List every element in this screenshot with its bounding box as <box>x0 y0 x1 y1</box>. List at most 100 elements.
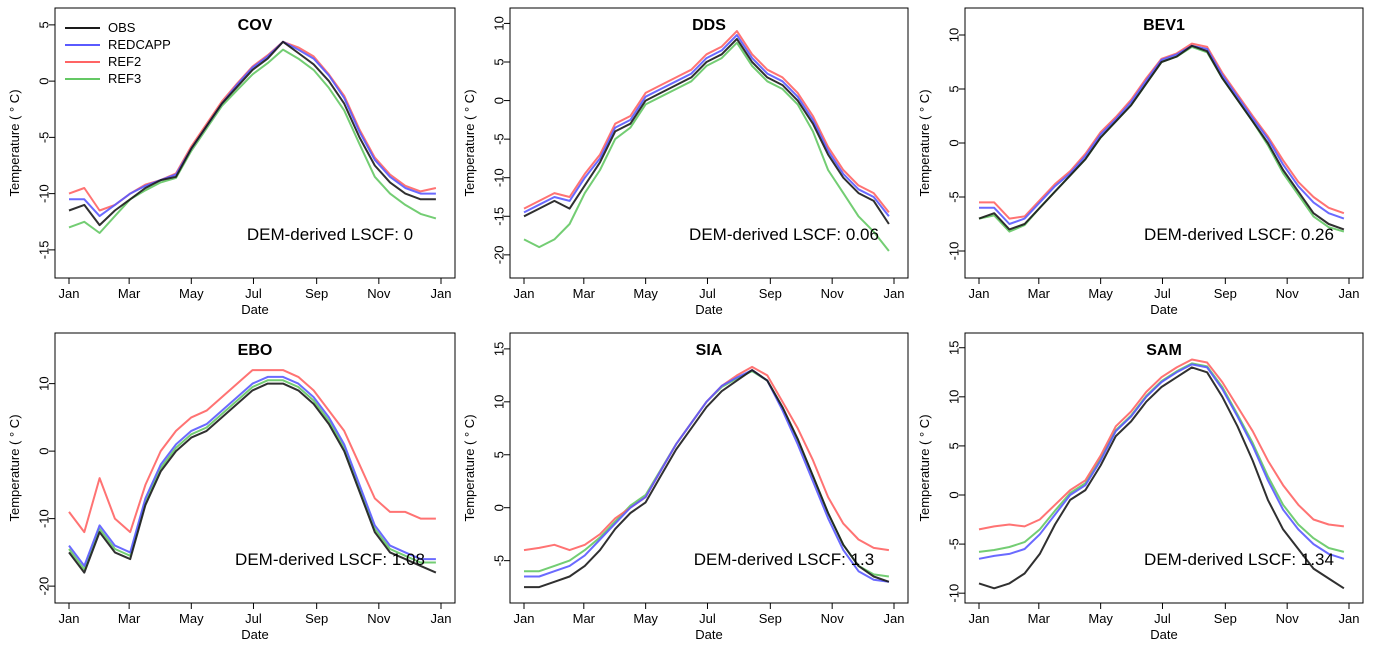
series-line-ref3 <box>978 45 1345 233</box>
chart-title: BEV1 <box>1143 17 1185 34</box>
x-tick-label: May <box>179 286 204 301</box>
legend-label: REF3 <box>108 71 141 86</box>
y-axis-label: Temperature ( ° C) <box>917 89 932 196</box>
plot-frame <box>509 332 909 604</box>
y-tick-label: -5 <box>492 555 507 567</box>
x-tick-label: Sep <box>305 611 328 626</box>
x-tick-label: May <box>1088 286 1113 301</box>
y-tick-label: -5 <box>37 132 52 144</box>
x-tick-label: Sep <box>1214 286 1237 301</box>
series-line-redcapp <box>978 363 1345 560</box>
y-axis-label: Temperature ( ° C) <box>462 414 477 521</box>
y-tick-label: 10 <box>947 390 962 404</box>
y-axis-label: Temperature ( ° C) <box>462 89 477 196</box>
series-line-ref3 <box>978 362 1345 553</box>
y-tick-label: -10 <box>947 584 962 603</box>
y-tick-label: -20 <box>492 245 507 264</box>
x-tick-label: Sep <box>759 611 782 626</box>
x-tick-label: Nov <box>821 611 845 626</box>
x-tick-label: May <box>633 611 658 626</box>
x-tick-label: Sep <box>305 286 328 301</box>
series-line-redcapp <box>979 44 1345 225</box>
x-tick-label: Jul <box>1154 286 1171 301</box>
y-tick-label: -5 <box>947 191 962 203</box>
chart-panel-ebo: EBO Jan Mar May Jul Sep Nov Jan Date -20 -10 0 10 Tem… <box>7 332 456 642</box>
series-line-obs <box>524 369 890 589</box>
series-line-redcapp <box>69 40 436 218</box>
y-tick-label: 0 <box>37 78 52 85</box>
x-axis-label: Date <box>1150 302 1177 317</box>
x-axis-label: Date <box>1150 627 1177 642</box>
x-tick-label: Sep <box>1214 611 1237 626</box>
lscf-annotation: DEM-derived LSCF: 1.08 <box>235 550 425 569</box>
x-tick-label: Nov <box>821 286 845 301</box>
lscf-annotation: DEM-derived LSCF: 1.34 <box>1144 550 1334 569</box>
chart-panel-dds: DDS Jan Mar May Jul Sep Nov Jan Date -20 -15 -10 -5 0… <box>462 7 909 317</box>
x-axis-label: Date <box>241 627 268 642</box>
y-tick-label: 10 <box>947 28 962 42</box>
x-tick-label: Jul <box>1154 611 1171 626</box>
y-tick-label: 10 <box>492 16 507 30</box>
y-tick-label: 5 <box>947 85 962 92</box>
series-line-obs <box>978 44 1345 231</box>
y-tick-label: -15 <box>492 207 507 226</box>
x-tick-label: Mar <box>1028 611 1051 626</box>
y-tick-label: -10 <box>947 242 962 261</box>
chart-title: SIA <box>696 342 723 359</box>
x-tick-label: Jul <box>699 611 716 626</box>
y-tick-label: -5 <box>947 538 962 550</box>
series-line-redcapp <box>68 375 436 567</box>
chart-panel-sia: SIA Jan Mar May Jul Sep Nov Jan Date -5 0 5 10 15 Temp… <box>462 332 909 642</box>
y-tick-label: -10 <box>492 168 507 187</box>
x-tick-label: Mar <box>118 611 141 626</box>
x-tick-label: Nov <box>1276 286 1300 301</box>
legend: OBS REDCAPP REF2 REF3 <box>65 20 171 86</box>
x-axis-label: Date <box>695 302 722 317</box>
x-tick-label: Jan <box>431 611 452 626</box>
y-tick-label: 15 <box>947 340 962 354</box>
x-tick-label: Jan <box>884 611 905 626</box>
legend-label: REDCAPP <box>108 37 171 52</box>
series-line-redcapp <box>523 34 890 217</box>
series-line-ref2 <box>523 365 890 552</box>
y-tick-label: -10 <box>37 184 52 203</box>
x-tick-label: Mar <box>1028 286 1051 301</box>
chart-panel-sam: SAM Jan Mar May Jul Sep Nov Jan Date -10 -5 0 5 10 15 T… <box>917 332 1364 642</box>
lscf-annotation: DEM-derived LSCF: 0 <box>247 225 413 244</box>
lscf-annotation: DEM-derived LSCF: 0.06 <box>689 225 879 244</box>
series-line-ref2 <box>68 369 436 534</box>
y-axis-label: Temperature ( ° C) <box>917 414 932 521</box>
plot-frame <box>54 7 456 279</box>
y-tick-label: 0 <box>947 491 962 498</box>
chart-title: DDS <box>692 17 726 34</box>
y-tick-label: 0 <box>492 504 507 511</box>
y-tick-label: 5 <box>492 451 507 458</box>
series-line-ref2 <box>978 358 1345 531</box>
y-tick-label: 10 <box>492 395 507 409</box>
x-axis-label: Date <box>695 627 722 642</box>
y-tick-label: 15 <box>492 342 507 356</box>
series-line-obs <box>68 40 436 227</box>
series-line-obs <box>978 366 1345 590</box>
x-tick-label: Jan <box>969 611 990 626</box>
y-axis-label: Temperature ( ° C) <box>7 89 22 196</box>
y-tick-label: -5 <box>492 133 507 145</box>
x-tick-label: May <box>633 286 658 301</box>
x-tick-label: Nov <box>367 611 391 626</box>
x-tick-label: Nov <box>1276 611 1300 626</box>
x-tick-label: Jan <box>884 286 905 301</box>
y-tick-label: -10 <box>37 509 52 528</box>
series-line-ref3 <box>523 41 890 252</box>
x-tick-label: May <box>179 611 204 626</box>
lscf-annotation: DEM-derived LSCF: 1.3 <box>694 550 874 569</box>
x-tick-label: Jul <box>245 611 262 626</box>
y-tick-label: 0 <box>947 139 962 146</box>
chart-panel-cov: COV Jan Mar May Jul Sep Nov Jan Date -15 -10 -5 0 5 Te… <box>7 7 456 317</box>
x-tick-label: Jan <box>1339 611 1360 626</box>
x-tick-label: Mar <box>118 286 141 301</box>
chart-title: EBO <box>238 342 273 359</box>
x-tick-label: Jul <box>245 286 262 301</box>
x-tick-label: Mar <box>573 611 596 626</box>
y-tick-label: 0 <box>492 97 507 104</box>
series-line-ref2 <box>979 42 1345 220</box>
